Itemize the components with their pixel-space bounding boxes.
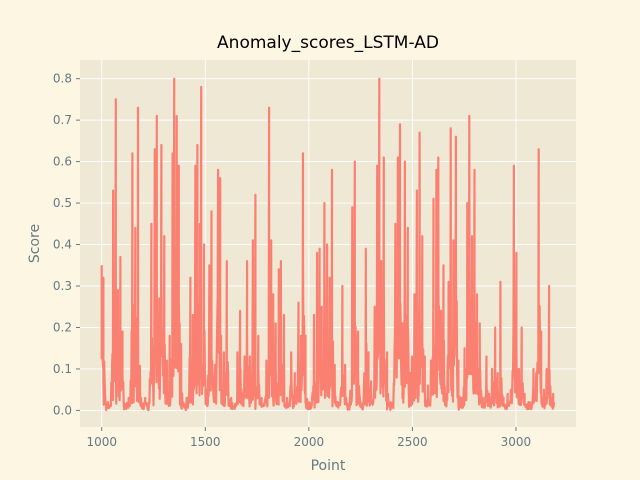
x-tick-label: 1000 bbox=[86, 435, 117, 449]
x-axis-label: Point bbox=[311, 458, 346, 474]
y-tick-label: 0.1 bbox=[53, 362, 72, 376]
y-tick-label: 0.8 bbox=[53, 72, 72, 86]
axis-ticks: 1000 1500 2000 2500 3000 0.0 0.1 0.2 0.3 0.4 0.5 0.… bbox=[53, 72, 531, 449]
x-tick-label: 1500 bbox=[190, 435, 221, 449]
y-tick-label: 0.5 bbox=[53, 196, 72, 210]
x-tick-label: 2500 bbox=[397, 435, 428, 449]
x-tick-label: 2000 bbox=[294, 435, 325, 449]
y-tick-label: 0.3 bbox=[53, 279, 72, 293]
y-axis-label: Score bbox=[27, 224, 43, 263]
y-tick-label: 0.0 bbox=[53, 403, 72, 417]
chart-title: Anomaly_scores_LSTM-AD bbox=[217, 33, 439, 53]
x-tick-label: 3000 bbox=[501, 435, 532, 449]
y-tick-label: 0.7 bbox=[53, 113, 72, 127]
data-series bbox=[100, 77, 556, 412]
anomaly-score-line bbox=[100, 77, 556, 412]
y-tick-label: 0.4 bbox=[53, 238, 72, 252]
y-tick-label: 0.2 bbox=[53, 320, 72, 334]
y-tick-label: 0.6 bbox=[53, 155, 72, 169]
